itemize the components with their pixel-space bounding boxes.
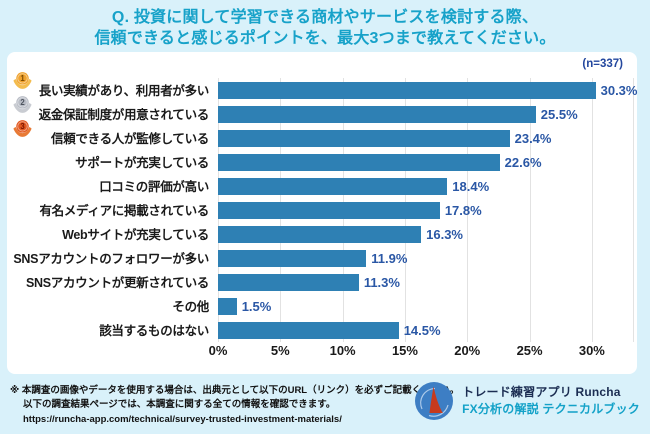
axis-tick-label: 20% xyxy=(454,343,481,358)
source-note-line2: 以下の調査結果ページでは、本調査に関する全ての情報を確認できます。 xyxy=(23,399,336,411)
chart-row: 該当するものはない 14.5% xyxy=(7,318,637,342)
value-label: 17.8% xyxy=(444,202,482,218)
brand-block: トレード練習アプリ Runcha FX分析の解説 テクニカルブック xyxy=(415,382,640,420)
bar xyxy=(218,225,422,243)
bar xyxy=(218,153,500,171)
chart-row: Webサイトが充実している 16.3% xyxy=(7,222,637,246)
medal-rank: 3 xyxy=(20,122,25,131)
axis-tick-label: 5% xyxy=(270,343,290,358)
bar xyxy=(218,105,536,123)
value-label: 30.3% xyxy=(600,82,638,98)
category-label: SNSアカウントが更新されている xyxy=(25,276,209,290)
bar-rows: 1 長い実績があり、利用者が多い 30.3% 2 xyxy=(7,72,638,342)
bar xyxy=(218,249,367,267)
axis-tick-label: 15% xyxy=(391,343,418,358)
axis-tick-label: 25% xyxy=(516,343,543,358)
category-label: SNSアカウントのフォロワーが多い xyxy=(13,252,209,266)
brand-app-name: トレード練習アプリ Runcha xyxy=(462,384,621,399)
chart-row: 3 信頼できる人が監修している 23.4% xyxy=(7,120,637,150)
silver-medal-icon: 2 xyxy=(13,96,32,113)
bar xyxy=(218,129,510,147)
runcha-logo-icon xyxy=(415,382,454,420)
medal-rank: 1 xyxy=(20,74,25,83)
category-label: サポートが充実している xyxy=(75,156,209,170)
value-label: 11.9% xyxy=(371,250,408,266)
medal-rank: 2 xyxy=(20,98,25,107)
value-label: 23.4% xyxy=(514,130,552,146)
category-label: その他 xyxy=(172,300,209,314)
bar xyxy=(218,273,359,291)
x-axis: 0% 5% 10% 15% 20% 25% 30% xyxy=(209,343,633,361)
category-label: 口コミの評価が高い xyxy=(99,180,209,194)
category-label: 信頼できる人が監修している xyxy=(51,132,209,146)
category-label: 有名メディアに掲載されている xyxy=(39,204,209,218)
gold-medal-icon: 1 xyxy=(13,72,32,89)
category-label: Webサイトが充実している xyxy=(62,228,209,242)
chart-row: SNSアカウントが更新されている 11.3% xyxy=(7,270,637,294)
gridline xyxy=(591,78,593,342)
chart-row: 2 返金保証制度が用意されている 25.5% xyxy=(7,96,637,126)
chart-row: 1 長い実績があり、利用者が多い 30.3% xyxy=(7,72,638,102)
bar xyxy=(218,177,448,195)
chart-row: その他 1.5% xyxy=(7,294,637,318)
value-label: 25.5% xyxy=(540,106,578,122)
source-note: ※ 本調査の画像やデータを使用する場合は、出典元として以下のURL（リンク）を必… xyxy=(10,384,459,427)
category-label: 返金保証制度が用意されている xyxy=(38,108,210,122)
axis-tick-label: 10% xyxy=(329,343,356,358)
chart-row: 有名メディアに掲載されている 17.8% xyxy=(7,198,637,222)
question-title-line2: 信頼できると感じるポイントを、最大3つまで教えてください。 xyxy=(94,30,556,47)
axis-tick-label: 30% xyxy=(578,343,605,358)
bar xyxy=(218,297,237,315)
chart-row: サポートが充実している 22.6% xyxy=(7,150,637,174)
brand-site-name: FX分析の解説 テクニカルブック xyxy=(462,402,640,416)
value-label: 14.5% xyxy=(403,322,441,338)
question-title-line1: Q. 投資に関して学習できる商材やサービスを検討する際、 xyxy=(111,9,539,26)
chart-card: (n=337) 1 長い実績があり、利用者が多い xyxy=(7,52,637,374)
chart-row: 口コミの評価が高い 18.4% xyxy=(7,174,637,198)
category-label: 該当するものはない xyxy=(99,324,209,338)
value-label: 1.5% xyxy=(241,298,272,314)
bar xyxy=(218,81,596,99)
gridline xyxy=(633,78,634,342)
value-label: 11.3% xyxy=(363,274,400,290)
value-label: 22.6% xyxy=(504,154,542,170)
question-header: Q. 投資に関して学習できる商材やサービスを検討する際、 信頼できると感じるポイ… xyxy=(0,0,650,52)
value-label: 16.3% xyxy=(426,226,463,242)
axis-tick-label: 0% xyxy=(208,343,228,358)
gridline xyxy=(529,78,531,342)
sample-size-label: (n=337) xyxy=(582,58,623,70)
value-label: 18.4% xyxy=(452,178,490,194)
bronze-medal-icon: 3 xyxy=(13,120,32,137)
category-label: 長い実績があり、利用者が多い xyxy=(38,84,210,98)
source-url: https://runcha-app.com/technical/survey-… xyxy=(23,413,342,425)
bar xyxy=(218,321,399,339)
bar xyxy=(218,201,440,219)
gridline xyxy=(467,78,469,342)
source-note-line1: ※ 本調査の画像やデータを使用する場合は、出典元として以下のURL（リンク）を必… xyxy=(10,385,460,396)
chart-row: SNSアカウントのフォロワーが多い 11.9% xyxy=(7,246,637,270)
